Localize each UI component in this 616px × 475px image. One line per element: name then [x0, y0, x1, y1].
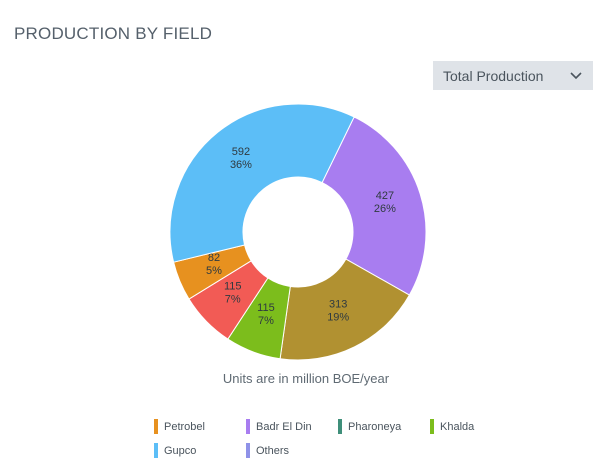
legend-label: Badr El Din	[256, 420, 312, 433]
legend-label: Petrobel	[164, 420, 205, 433]
donut-slice-0[interactable]	[321, 116, 427, 296]
legend-item-2[interactable]: Pharoneya	[338, 419, 401, 434]
slice-value-label-0: 427	[376, 190, 394, 202]
slice-value-label-2: 115	[257, 302, 275, 314]
slice-percent-label-3: 7%	[225, 293, 241, 305]
legend-swatch	[246, 419, 250, 434]
legend-item-1[interactable]: Badr El Din	[246, 419, 312, 434]
donut-slice-1[interactable]	[279, 258, 411, 361]
legend-swatch	[246, 443, 250, 458]
legend-swatch	[154, 443, 158, 458]
legend-item-5[interactable]: Others	[246, 443, 289, 458]
legend-swatch	[338, 419, 342, 434]
units-note: Units are in million BOE/year	[222, 371, 390, 386]
page-title: PRODUCTION BY FIELD	[14, 24, 213, 43]
legend-label: Pharoneya	[348, 420, 402, 433]
legend-label: Others	[256, 444, 290, 457]
slice-percent-label-4: 5%	[206, 265, 222, 277]
legend-label: Khalda	[440, 420, 475, 433]
legend-item-4[interactable]: Gupco	[154, 443, 196, 458]
legend-swatch	[430, 419, 434, 434]
slice-percent-label-0: 26%	[374, 203, 396, 215]
legend-swatch	[154, 419, 158, 434]
slice-percent-label-1: 19%	[327, 312, 349, 324]
production-type-dropdown[interactable]: Total Production	[433, 61, 593, 90]
donut-slice-5[interactable]	[169, 103, 355, 263]
slice-percent-label-5: 36%	[230, 159, 252, 171]
legend-label: Gupco	[164, 444, 197, 457]
chevron-down-icon[interactable]	[559, 61, 593, 90]
slice-value-label-5: 592	[232, 146, 250, 158]
legend-item-3[interactable]: Khalda	[430, 419, 474, 434]
dropdown-selected-value: Total Production	[443, 67, 544, 84]
slice-value-label-3: 115	[224, 280, 242, 292]
slice-value-label-1: 313	[329, 299, 347, 311]
slice-value-label-4: 82	[208, 252, 220, 264]
slice-percent-label-2: 7%	[258, 315, 274, 327]
legend-item-0[interactable]: Petrobel	[154, 419, 205, 434]
